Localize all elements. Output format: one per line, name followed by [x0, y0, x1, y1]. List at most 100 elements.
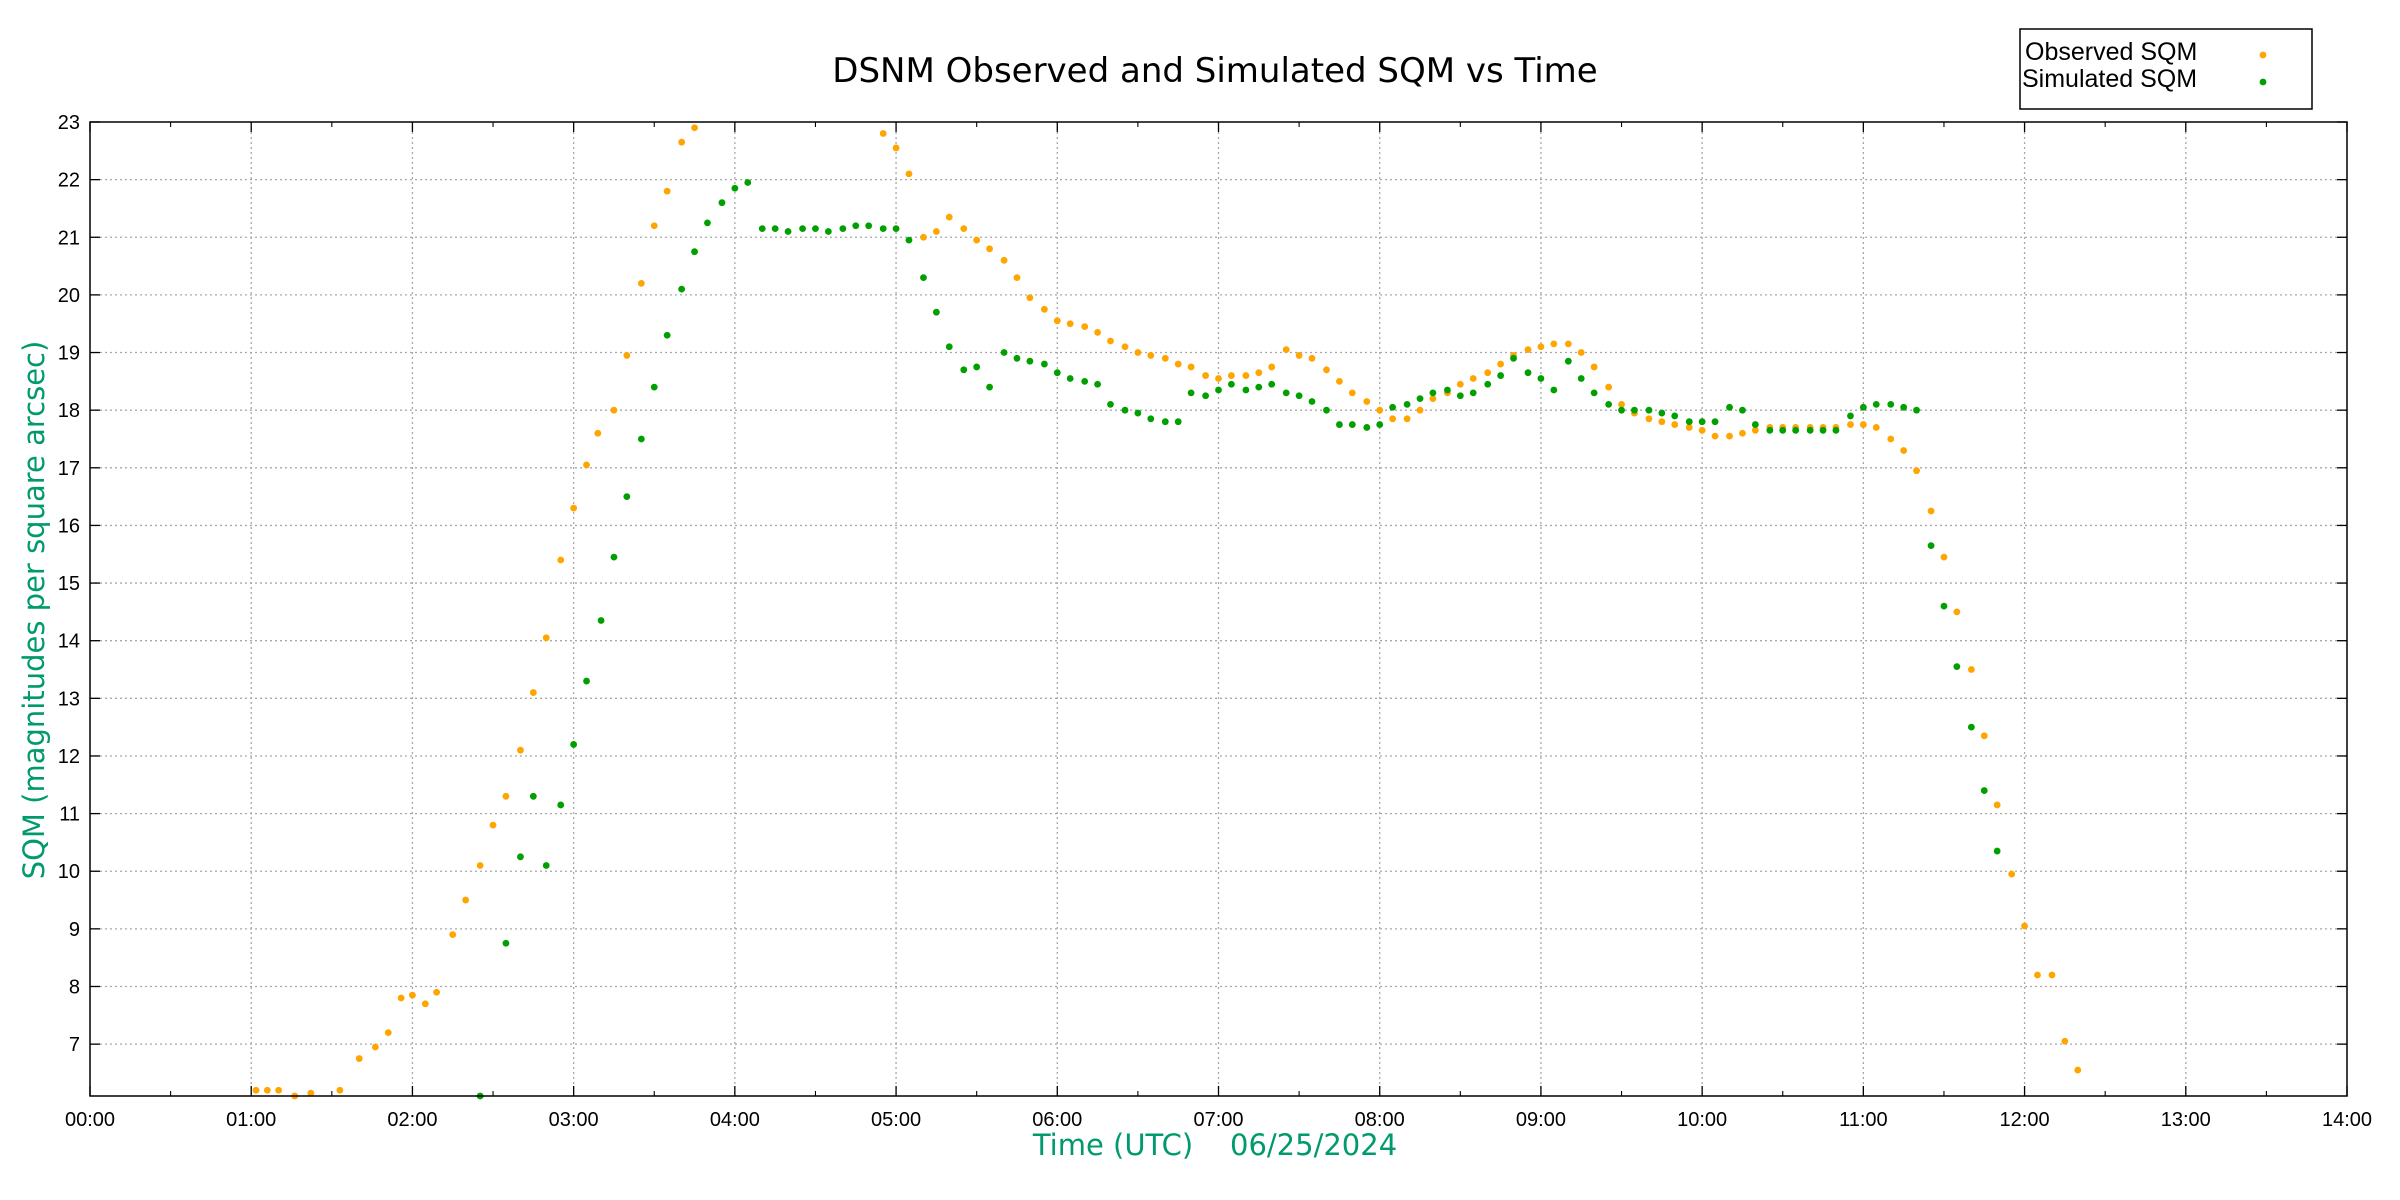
data-point: [1040, 305, 1048, 313]
data-point: [421, 1000, 429, 1008]
data-point: [1026, 357, 1034, 365]
y-tick-label: 22: [58, 170, 80, 192]
data-point: [2048, 971, 2056, 979]
data-point: [1295, 392, 1303, 400]
data-point: [1107, 401, 1114, 408]
data-point: [1564, 357, 1572, 365]
data-point: [1215, 375, 1222, 382]
data-point: [2021, 922, 2028, 930]
y-tick-label: 23: [58, 112, 80, 134]
data-point: [1537, 375, 1545, 382]
data-point: [650, 383, 658, 391]
y-tick-label: 7: [69, 1034, 80, 1056]
y-tick-label: 18: [58, 400, 80, 422]
data-point: [1711, 432, 1719, 440]
data-point: [1000, 349, 1008, 356]
data-point: [355, 1055, 363, 1062]
data-point: [973, 363, 981, 371]
data-point: [1484, 369, 1492, 377]
data-point: [1913, 467, 1920, 475]
data-point: [1698, 418, 1706, 426]
data-point: [275, 1086, 283, 1094]
data-point: [1040, 360, 1048, 368]
data-point: [1524, 346, 1532, 354]
data-point: [623, 352, 631, 359]
data-point: [945, 213, 953, 221]
data-point: [1698, 426, 1706, 434]
data-point: [1900, 403, 1908, 411]
data-point: [252, 1086, 260, 1094]
data-point: [1323, 406, 1330, 414]
x-tick-label: 14:00: [2322, 1109, 2372, 1131]
data-point: [1336, 377, 1343, 385]
data-point: [892, 144, 900, 152]
x-tick-label: 03:00: [549, 1109, 599, 1131]
legend-label-observed: Observed SQM: [2025, 38, 2197, 66]
data-point: [1739, 429, 1746, 437]
legend-marker-observed: [2259, 51, 2267, 59]
data-point: [1872, 401, 1880, 408]
data-point: [1403, 401, 1411, 408]
data-point: [771, 225, 779, 233]
data-point: [1026, 294, 1034, 302]
data-point: [570, 504, 578, 512]
data-point: [905, 170, 913, 178]
data-point: [1336, 421, 1343, 428]
data-point: [1094, 380, 1101, 388]
data-point: [542, 862, 550, 869]
data-point: [557, 556, 565, 564]
data-point: [1766, 426, 1774, 434]
data-point: [1605, 401, 1613, 408]
data-point: [1308, 398, 1316, 405]
data-point: [336, 1086, 344, 1094]
data-point: [307, 1089, 315, 1097]
data-points: [252, 124, 2082, 1100]
data-point: [517, 746, 524, 754]
data-point: [637, 279, 645, 287]
data-point: [1967, 666, 1975, 673]
y-axis-label: SQM (magnitudes per square arcsec): [17, 341, 51, 880]
data-point: [1993, 847, 2001, 855]
data-point: [1121, 343, 1129, 351]
data-point: [1282, 389, 1290, 397]
data-point: [263, 1086, 271, 1094]
data-point: [986, 245, 993, 253]
data-point: [678, 285, 686, 293]
data-point: [839, 225, 847, 233]
data-point: [1658, 409, 1666, 417]
data-point: [502, 939, 510, 947]
data-point: [1469, 389, 1477, 397]
data-point: [1900, 447, 1908, 454]
data-point: [1631, 406, 1638, 414]
data-point: [973, 236, 981, 244]
data-point: [583, 677, 590, 685]
data-point: [1134, 409, 1142, 417]
data-point: [1363, 398, 1371, 405]
data-point: [1484, 380, 1492, 388]
data-point: [1121, 406, 1129, 414]
data-point: [1227, 372, 1235, 379]
data-point: [1348, 421, 1356, 428]
data-point: [932, 308, 940, 316]
x-tick-label: 00:00: [65, 1109, 115, 1131]
data-point: [1806, 426, 1814, 434]
data-point: [1618, 401, 1625, 408]
data-point: [1242, 386, 1250, 394]
data-point: [570, 741, 578, 748]
data-point: [594, 429, 602, 437]
data-point: [1497, 360, 1505, 368]
data-point: [2034, 971, 2041, 979]
data-point: [1066, 375, 1074, 382]
data-point: [1147, 415, 1155, 423]
data-point: [1577, 375, 1585, 382]
data-point: [1980, 787, 1988, 794]
data-point: [1927, 542, 1935, 550]
data-point: [1416, 406, 1424, 414]
data-point: [489, 821, 497, 829]
data-point: [945, 343, 953, 351]
data-point: [1403, 415, 1411, 423]
data-point: [1711, 418, 1719, 426]
data-point: [1147, 352, 1155, 359]
data-point: [1242, 372, 1250, 379]
data-point: [610, 406, 618, 414]
